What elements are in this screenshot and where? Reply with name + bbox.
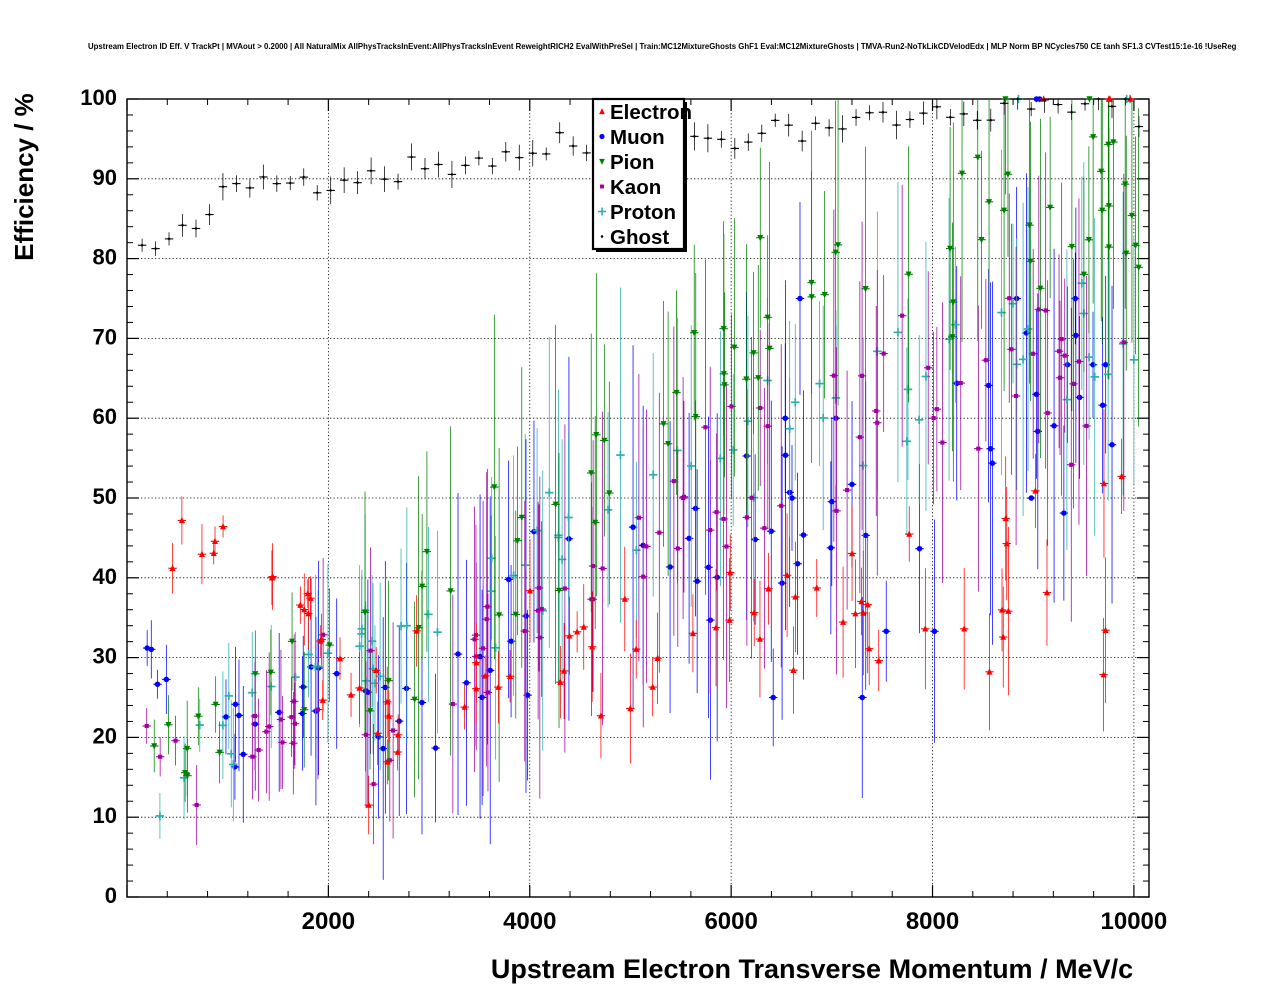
svg-text:4000: 4000 <box>503 908 556 935</box>
svg-text:60: 60 <box>93 404 117 429</box>
svg-text:70: 70 <box>93 324 117 349</box>
svg-text:10: 10 <box>93 803 117 828</box>
svg-text:30: 30 <box>93 644 117 669</box>
svg-text:Muon: Muon <box>610 126 665 149</box>
svg-text:Proton: Proton <box>610 201 676 224</box>
svg-text:2000: 2000 <box>302 908 355 935</box>
svg-text:Upstream Electron Transverse M: Upstream Electron Transverse Momentum / … <box>491 954 1133 984</box>
svg-text:10000: 10000 <box>1101 908 1168 935</box>
svg-text:20: 20 <box>93 723 117 748</box>
svg-text:90: 90 <box>93 165 117 190</box>
svg-text:Electron: Electron <box>610 101 692 124</box>
svg-text:50: 50 <box>93 484 117 509</box>
svg-text:40: 40 <box>93 564 117 589</box>
svg-text:Upstream Electron ID Eff. V Tr: Upstream Electron ID Eff. V TrackPt | MV… <box>88 42 1237 51</box>
svg-text:80: 80 <box>93 245 117 270</box>
svg-text:0: 0 <box>105 883 117 908</box>
svg-text:Kaon: Kaon <box>610 176 661 199</box>
svg-text:Ghost: Ghost <box>610 226 669 249</box>
svg-text:Pion: Pion <box>610 151 654 174</box>
svg-text:6000: 6000 <box>704 908 757 935</box>
svg-text:100: 100 <box>80 85 117 110</box>
svg-text:8000: 8000 <box>906 908 959 935</box>
svg-text:Efficiency / %: Efficiency / % <box>9 93 39 261</box>
